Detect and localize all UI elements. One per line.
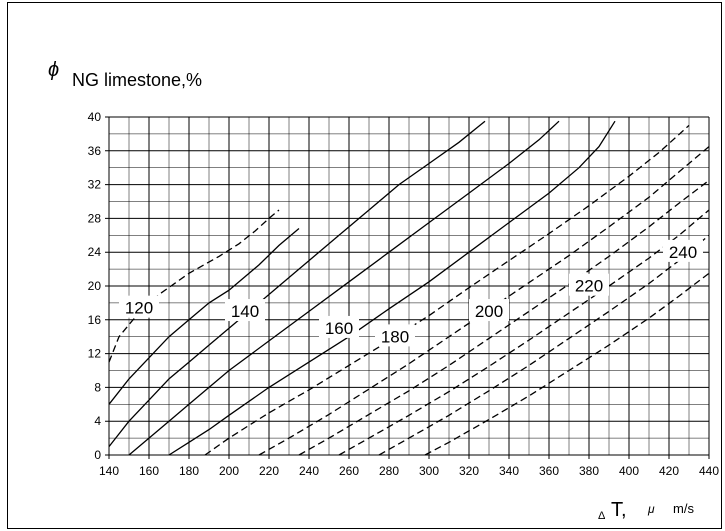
curve-label-bg <box>375 324 415 347</box>
x-tick-label: 240 <box>299 464 319 478</box>
x-axis-unit: m/s <box>673 501 694 516</box>
curve-label: 160 <box>325 319 353 338</box>
curve-label: 140 <box>231 302 259 321</box>
y-tick-label: 4 <box>94 414 101 428</box>
x-axis-unit-symbol: μ <box>647 502 655 516</box>
series-line-120 <box>108 209 280 363</box>
series-line-220 <box>204 124 690 456</box>
curve-label: 240 <box>669 243 697 262</box>
curve-labels: 120 140 160 180 200 220 240 <box>119 239 703 347</box>
x-tick-label: 400 <box>619 464 639 478</box>
series-line-140 <box>108 228 300 405</box>
series-line-220b <box>258 146 710 456</box>
x-axis-label: T, <box>611 499 627 521</box>
series-line-200 <box>168 120 616 456</box>
y-tick-label: 16 <box>88 313 102 327</box>
x-axis-prefix: Δ <box>598 510 606 522</box>
x-tick-label: 260 <box>339 464 359 478</box>
x-tick-label: 440 <box>699 464 719 478</box>
curve-label: 220 <box>575 277 603 296</box>
x-tick-label: 220 <box>259 464 279 478</box>
curve-label-bg <box>319 315 359 338</box>
y-tick-label: 36 <box>88 144 102 158</box>
x-tick-label: 320 <box>459 464 479 478</box>
y-tick-label: 8 <box>94 380 101 394</box>
curve-label: 180 <box>381 327 409 346</box>
curve-label-bg <box>663 239 703 262</box>
major-grid <box>105 116 710 459</box>
x-tick-label: 140 <box>99 464 119 478</box>
curve-label-bg <box>225 299 265 322</box>
tick-labels: 140 160 180 200 220 240 260 280 300 320 340 360 380 4… <box>88 110 720 478</box>
y-tick-label: 12 <box>88 347 102 361</box>
x-tick-label: 380 <box>579 464 599 478</box>
curve-label-bg <box>569 273 609 296</box>
x-tick-label: 180 <box>179 464 199 478</box>
y-tick-label: 0 <box>94 448 101 462</box>
y-tick-label: 40 <box>88 110 102 124</box>
curve-label-bg <box>469 299 509 322</box>
title-symbol: ϕ <box>48 59 59 81</box>
x-tick-label: 200 <box>219 464 239 478</box>
x-tick-label: 360 <box>539 464 559 478</box>
curve-label-bg <box>119 295 159 318</box>
series-line-240 <box>298 179 710 456</box>
x-tick-label: 420 <box>659 464 679 478</box>
x-tick-label: 280 <box>379 464 399 478</box>
series-line-160 <box>108 120 486 448</box>
series-line-180 <box>128 120 560 456</box>
series-line-240c <box>378 234 710 456</box>
curve-label: 200 <box>475 302 503 321</box>
series-line-240b <box>338 209 710 456</box>
series-line-240d <box>424 272 710 456</box>
series-layer <box>108 120 710 456</box>
curve-label: 120 <box>125 299 153 318</box>
y-axis-label: NG limestone,% <box>72 70 202 90</box>
y-tick-label: 28 <box>88 211 102 225</box>
y-tick-label: 24 <box>88 245 102 259</box>
x-tick-label: 340 <box>499 464 519 478</box>
chart-frame: ϕ NG limestone,% 120 140 160 180 200 220 240 1… <box>7 2 722 529</box>
y-tick-label: 20 <box>88 279 102 293</box>
x-tick-label: 160 <box>139 464 159 478</box>
x-tick-label: 300 <box>419 464 439 478</box>
y-tick-label: 32 <box>88 178 102 192</box>
